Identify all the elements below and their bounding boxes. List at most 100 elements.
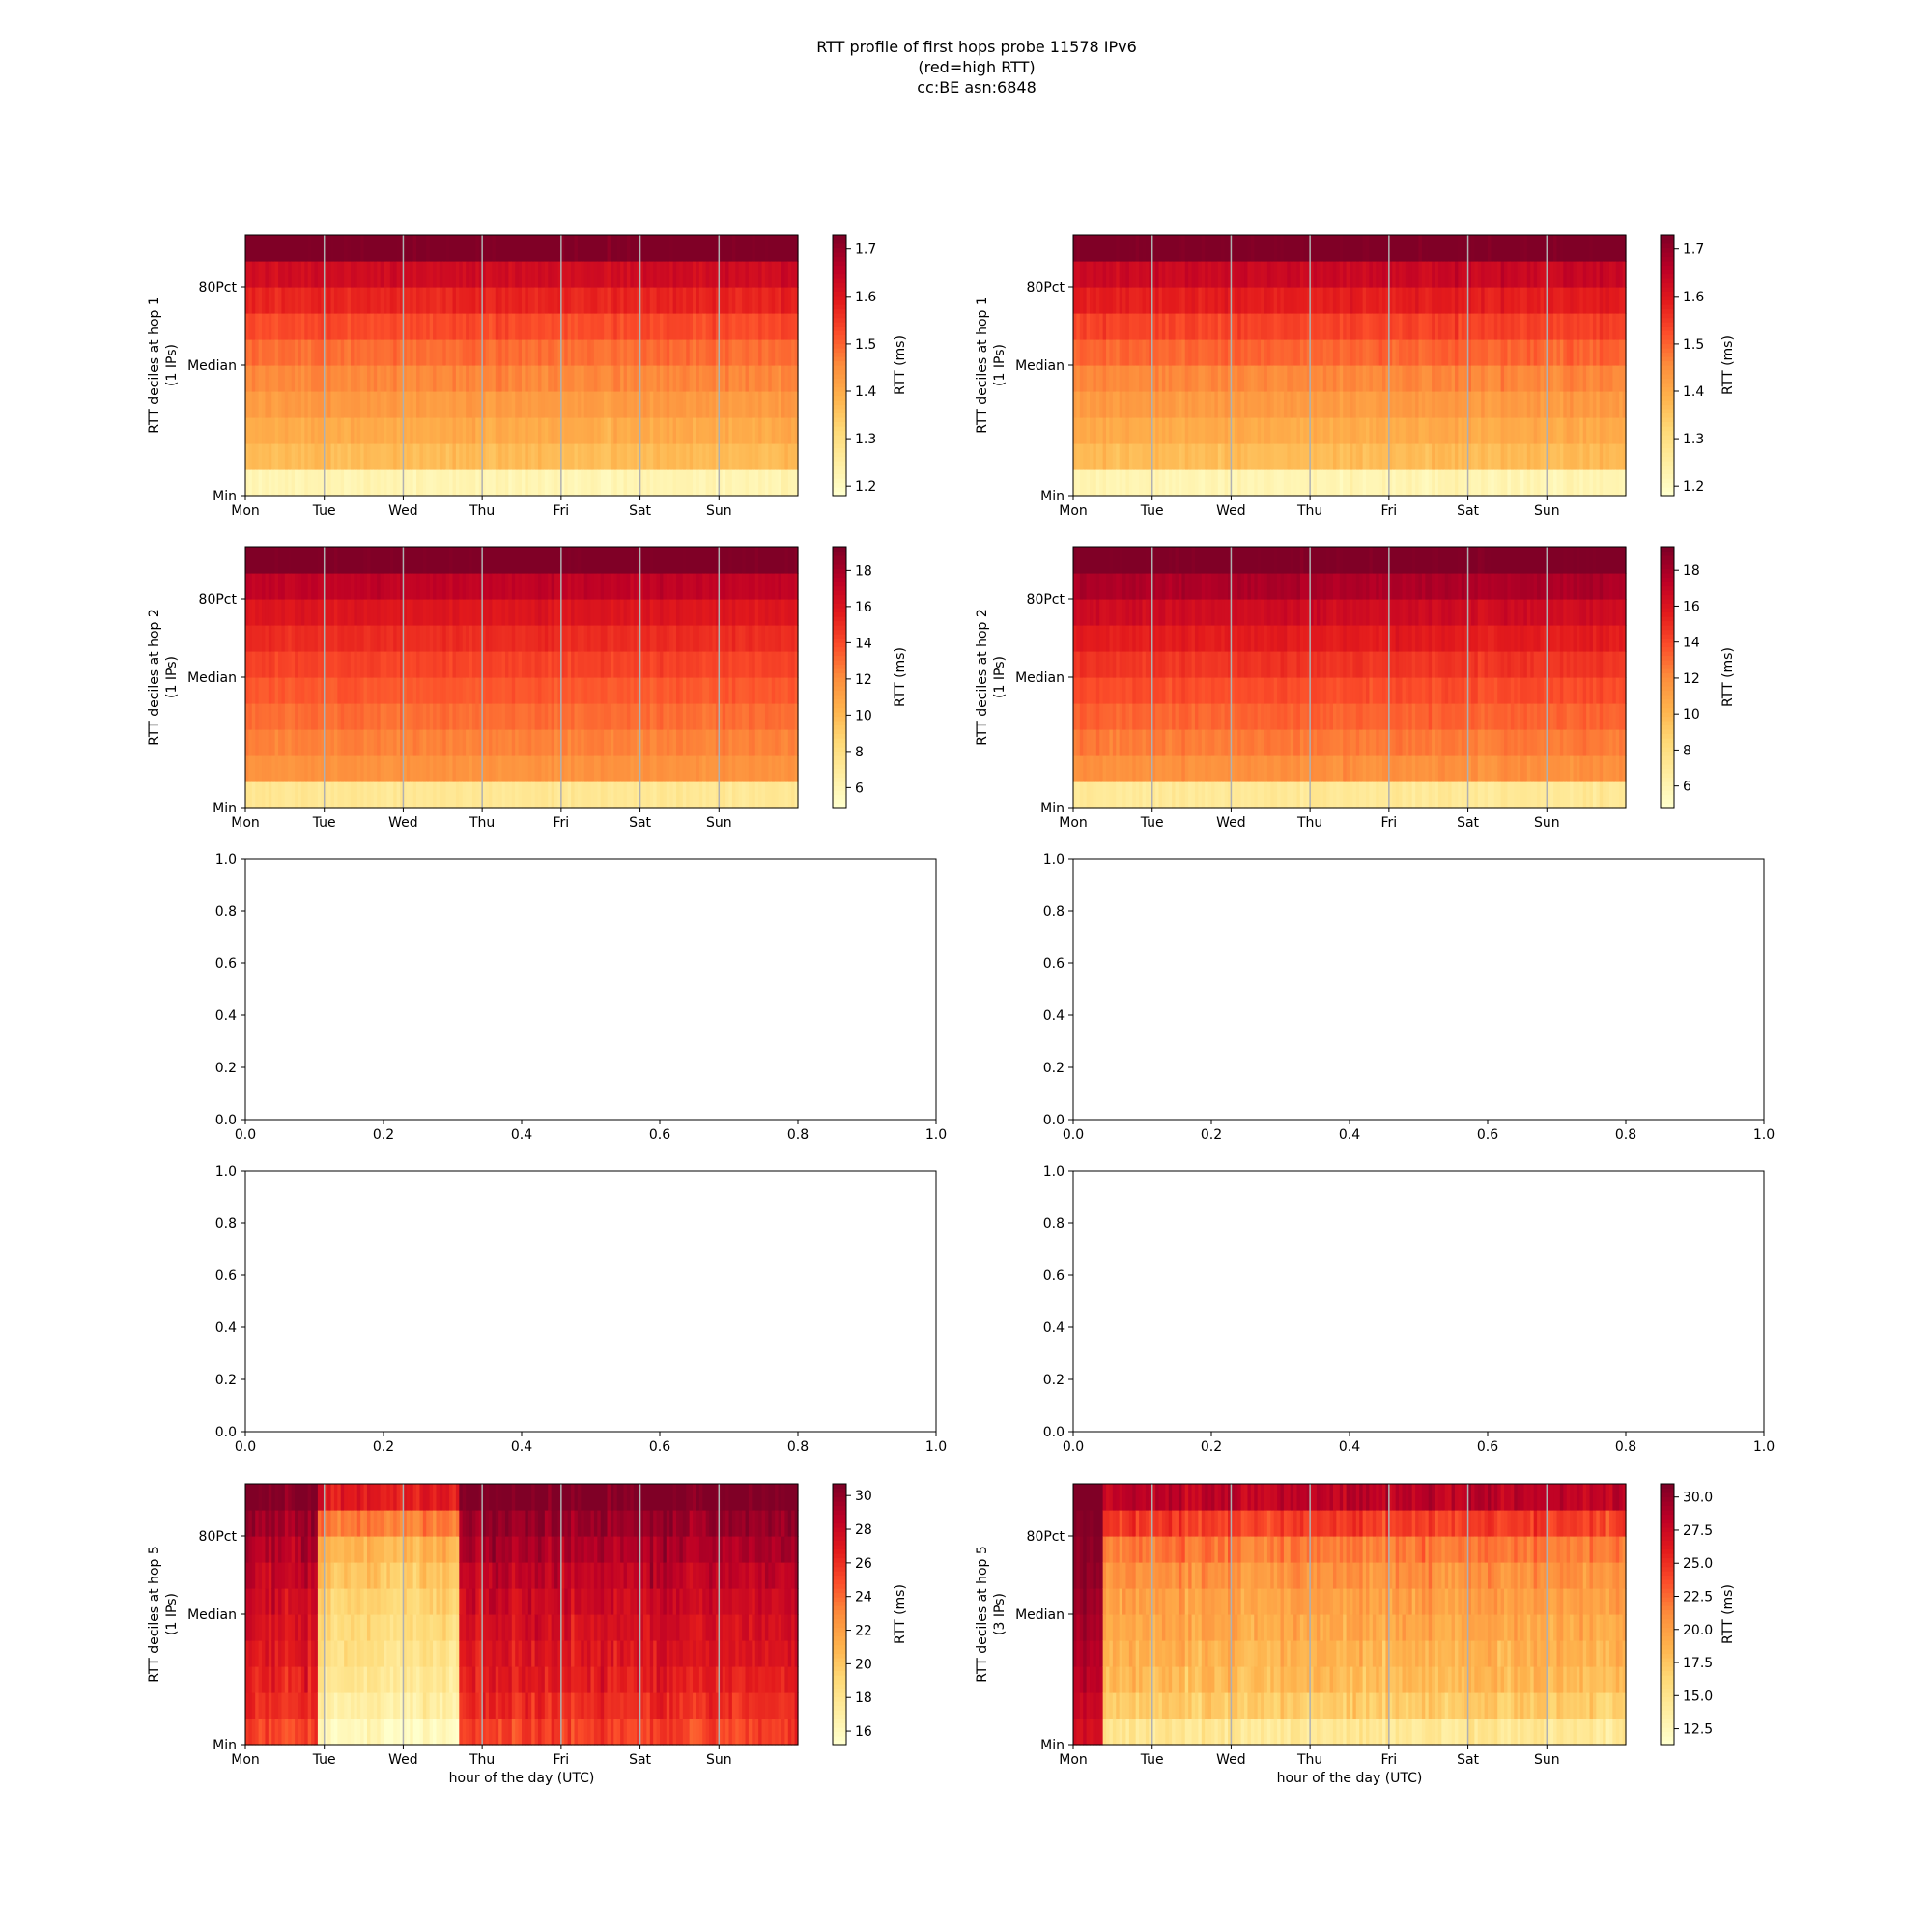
heatmap-cell (466, 547, 470, 574)
heatmap-cell (419, 677, 424, 704)
heatmap-cell (442, 573, 447, 600)
heatmap-cell (462, 417, 467, 444)
heatmap-cell (784, 417, 789, 444)
heatmap-cell (531, 365, 536, 392)
heatmap-cell (1332, 261, 1337, 288)
heatmap-cell (787, 443, 792, 470)
heatmap-cell (1073, 313, 1077, 340)
heatmap-cell (1093, 261, 1097, 288)
heatmap-cell (560, 365, 565, 392)
heatmap-cell (337, 625, 342, 652)
heatmap-cell (1073, 287, 1077, 314)
heatmap-cell (616, 547, 621, 574)
heatmap-cell (442, 417, 447, 444)
heatmap-cell (295, 599, 299, 626)
heatmap-cell (538, 651, 543, 678)
heatmap-cell (616, 573, 621, 600)
heatmap-cell (1458, 235, 1463, 262)
heatmap-cell (604, 287, 609, 314)
heatmap-cell (656, 443, 661, 470)
heatmap-cell (656, 547, 661, 574)
heatmap-cell (1458, 287, 1463, 314)
heatmap-cell (504, 703, 509, 730)
heatmap-cell (672, 651, 677, 678)
heatmap-cell (1326, 313, 1331, 340)
heatmap-cell (1175, 235, 1179, 262)
heatmap-cell (600, 287, 605, 314)
heatmap-cell (731, 287, 736, 314)
heatmap-cell (604, 235, 609, 262)
heatmap-cell (577, 261, 582, 288)
heatmap-cell (1346, 261, 1350, 288)
heatmap-cell (251, 729, 256, 756)
heatmap-cell (1493, 339, 1498, 366)
heatmap-cell (541, 443, 546, 470)
heatmap-cell (501, 287, 506, 314)
heatmap-cell (534, 651, 539, 678)
heatmap-cell (745, 391, 750, 418)
heatmap-cell (291, 677, 296, 704)
heatmap-cell (288, 729, 293, 756)
heatmap-cell (696, 703, 700, 730)
heatmap-cell (1217, 235, 1222, 262)
heatmap-cell (583, 599, 588, 626)
heatmap-cell (317, 365, 322, 392)
heatmap-cell (410, 677, 414, 704)
heatmap-cell (538, 677, 543, 704)
heatmap-cell (649, 235, 654, 262)
heatmap-cell (393, 235, 398, 262)
heatmap-cell (400, 651, 405, 678)
heatmap-cell (1073, 443, 1077, 470)
heatmap-cell (616, 729, 621, 756)
heatmap-cell (485, 703, 490, 730)
heatmap-cell (693, 365, 697, 392)
colorbar-frame (1660, 234, 1675, 497)
heatmap-cell (1523, 469, 1528, 497)
heatmap-cell (1346, 235, 1350, 262)
heatmap-cell (1451, 287, 1456, 314)
heatmap-cell (604, 677, 609, 704)
heatmap-cell (781, 391, 785, 418)
heatmap-cell (672, 287, 677, 314)
heatmap-cell (433, 391, 438, 418)
heatmap-cell (660, 261, 664, 288)
heatmap-cell (459, 703, 464, 730)
heatmap-cell (1553, 287, 1558, 314)
heatmap-cell (462, 287, 467, 314)
heatmap-cell (1612, 391, 1617, 418)
heatmap-cell (255, 261, 260, 288)
heatmap-cell (1270, 287, 1275, 314)
heatmap-cell (1221, 443, 1226, 470)
heatmap-cell (386, 755, 391, 782)
heatmap-cell (1615, 339, 1620, 366)
heatmap-cell (689, 651, 694, 678)
heatmap-cell (1415, 417, 1420, 444)
heatmap-cell (384, 313, 387, 340)
heatmap-cell (1135, 313, 1140, 340)
heatmap-cell (623, 573, 628, 600)
heatmap-cell (1464, 469, 1469, 497)
heatmap-cell (1270, 365, 1275, 392)
heatmap-cell (304, 677, 309, 704)
heatmap-cell (1178, 443, 1182, 470)
heatmap-cell (295, 703, 299, 730)
heatmap-cell (281, 651, 286, 678)
heatmap-cell (1461, 313, 1465, 340)
heatmap-cell (1467, 469, 1472, 497)
heatmap-cell (1135, 391, 1140, 418)
heatmap-cell (544, 547, 549, 574)
heatmap-cell (255, 417, 260, 444)
heatmap-cell (577, 573, 582, 600)
heatmap-cell (604, 547, 609, 574)
heatmap-cell (620, 703, 625, 730)
colorbar-swatch (1661, 265, 1674, 270)
heatmap-cell (1421, 417, 1426, 444)
heatmap-cell (278, 599, 283, 626)
colorbar-swatch (1661, 235, 1674, 241)
heatmap-cell (669, 313, 674, 340)
heatmap-cell (1076, 261, 1081, 288)
heatmap-cell (1458, 443, 1463, 470)
heatmap-cell (698, 443, 703, 470)
heatmap-cell (748, 391, 753, 418)
heatmap-cell (709, 339, 714, 366)
